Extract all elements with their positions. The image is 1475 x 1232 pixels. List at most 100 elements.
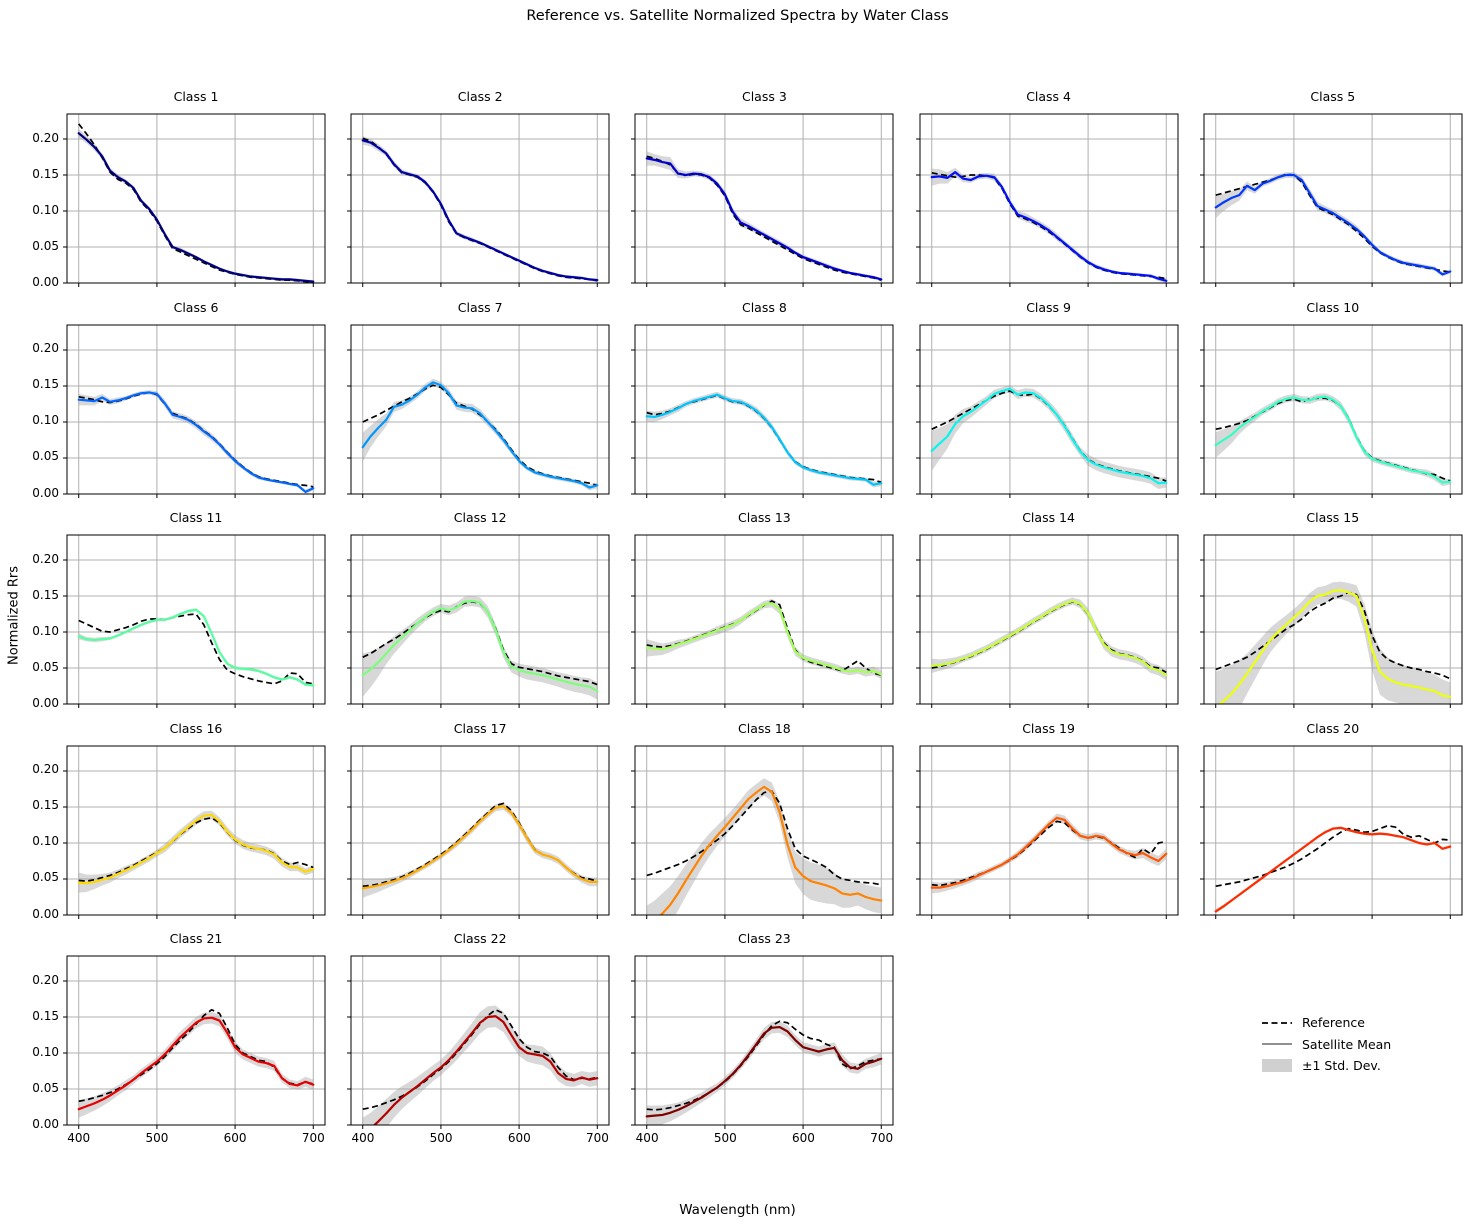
y-tick-label: 0.20 [32, 972, 59, 987]
reference-line [646, 789, 882, 886]
axes-frame [1203, 324, 1463, 494]
y-tick-label: 0.15 [32, 377, 59, 392]
satellite-mean-line [361, 380, 599, 489]
axes-frame [66, 955, 326, 1126]
axes-frame [350, 745, 610, 915]
spectra-plot [63, 113, 326, 287]
subplot-class-8: Class 8 [631, 300, 894, 498]
subplot-class-1: Class 1 0.00 0.05 0.10 0.15 0.20 [32, 89, 326, 289]
y-tick-label: 0.10 [32, 834, 59, 849]
subplot-title: Class 9 [1026, 299, 1071, 315]
x-tick-label: 400 [635, 1131, 659, 1145]
satellite-mean-line [1214, 395, 1452, 484]
axes-frame [1203, 113, 1463, 284]
subplot-class-5: Class 5 [1199, 89, 1463, 287]
y-tick-label: 0.00 [32, 906, 59, 921]
reference-line [646, 155, 882, 281]
y-tick-label: 0.20 [32, 130, 59, 145]
satellite-mean-line [1218, 589, 1452, 704]
dashed-line-icon [1262, 1021, 1292, 1024]
satellite-mean-line [930, 387, 1167, 484]
subplot-class-12: Class 12 [347, 510, 610, 708]
subplot-class-17: Class 17 [347, 721, 610, 919]
reference-line [362, 802, 598, 887]
axes-frame [1203, 745, 1463, 915]
subplot-title: Class 1 [173, 89, 219, 104]
subplot-title: Class 2 [457, 89, 503, 104]
x-tick-label: 500 [713, 1131, 737, 1145]
reference-line [1215, 824, 1451, 887]
spectra-plot [1199, 324, 1463, 498]
x-tick-label: 700 [301, 1131, 325, 1145]
std-band [647, 598, 882, 679]
satellite-mean-line [77, 1016, 315, 1111]
legend-item-std-band: ±1 Std. Dev. [1262, 1055, 1391, 1077]
spectra-plot [631, 113, 894, 287]
y-tick-label: 0.15 [32, 587, 59, 602]
subplot-class-4: Class 4 [915, 89, 1179, 287]
std-band [362, 595, 598, 700]
satellite-mean-line [77, 608, 315, 687]
subplot-title: Class 4 [1026, 89, 1071, 104]
reference-line [78, 391, 314, 488]
axes-frame [634, 955, 894, 1126]
satellite-mean-line [361, 139, 599, 282]
std-band [647, 151, 882, 281]
subplot-class-13: Class 13 [631, 510, 894, 708]
subplot-title: Class 17 [453, 720, 507, 736]
x-tick-label: 500 [429, 1131, 453, 1145]
satellite-mean-line [646, 1025, 883, 1118]
x-tick-label: 700 [586, 1131, 609, 1145]
subplot-class-10: Class 10 [1199, 300, 1463, 498]
subplot-class-6: Class 6 0.00 0.05 0.10 0.15 0.20 [32, 300, 326, 500]
std-band [931, 167, 1166, 283]
x-tick-label: 600 [507, 1131, 531, 1145]
y-tick-label: 0.00 [32, 275, 59, 289]
subplot-title: Class 15 [1306, 510, 1360, 525]
spectra-plot [915, 324, 1179, 498]
satellite-mean-line [646, 157, 883, 281]
y-axis-label: Normalized Rrs [6, 566, 22, 666]
subplot-class-22: Class 22 400 500 600 700 [347, 931, 610, 1145]
x-tick-label: 400 [67, 1131, 91, 1145]
std-band [1215, 581, 1451, 704]
solid-line-icon [1262, 1043, 1292, 1046]
spectra-plot [347, 534, 610, 708]
subplot-title: Class 5 [1310, 89, 1356, 104]
subplot-class-15: Class 15 [1199, 510, 1463, 708]
std-band [362, 802, 598, 898]
std-band [78, 608, 314, 687]
subplot-class-2: Class 2 [347, 89, 610, 287]
subplot-class-14: Class 14 [915, 510, 1179, 708]
spectra-plot [631, 534, 894, 708]
y-tick-label: 0.05 [32, 1080, 59, 1095]
reference-line [1215, 591, 1451, 680]
axes-frame [634, 113, 894, 284]
subplot-title: Class 18 [738, 720, 791, 736]
x-tick-label: 400 [351, 1131, 375, 1145]
satellite-mean-line [930, 171, 1167, 282]
std-band [1215, 392, 1451, 486]
spectra-plot [1199, 113, 1463, 287]
subplot-class-7: Class 7 [347, 300, 610, 498]
subplot-title: Class 12 [453, 510, 507, 525]
axes-frame [634, 534, 894, 705]
std-band [362, 378, 598, 490]
spectra-plot [63, 324, 326, 498]
std-band [931, 384, 1166, 489]
subplot-title: Class 10 [1306, 299, 1360, 315]
axes-frame [919, 745, 1179, 915]
spectra-plot [631, 324, 894, 498]
subplot-title: Class 16 [169, 720, 223, 736]
subplot-class-11: Class 11 0.00 0.05 0.10 0.15 0.20 [32, 510, 326, 710]
satellite-mean-line [930, 599, 1167, 677]
std-band [78, 1011, 314, 1118]
subplot-title: Class 3 [741, 89, 787, 104]
satellite-mean-line [361, 599, 599, 693]
satellite-mean-line [77, 132, 315, 283]
spectra-plot [63, 534, 326, 708]
reference-line [362, 383, 598, 486]
axes-frame [66, 745, 326, 915]
reference-line [646, 600, 882, 677]
